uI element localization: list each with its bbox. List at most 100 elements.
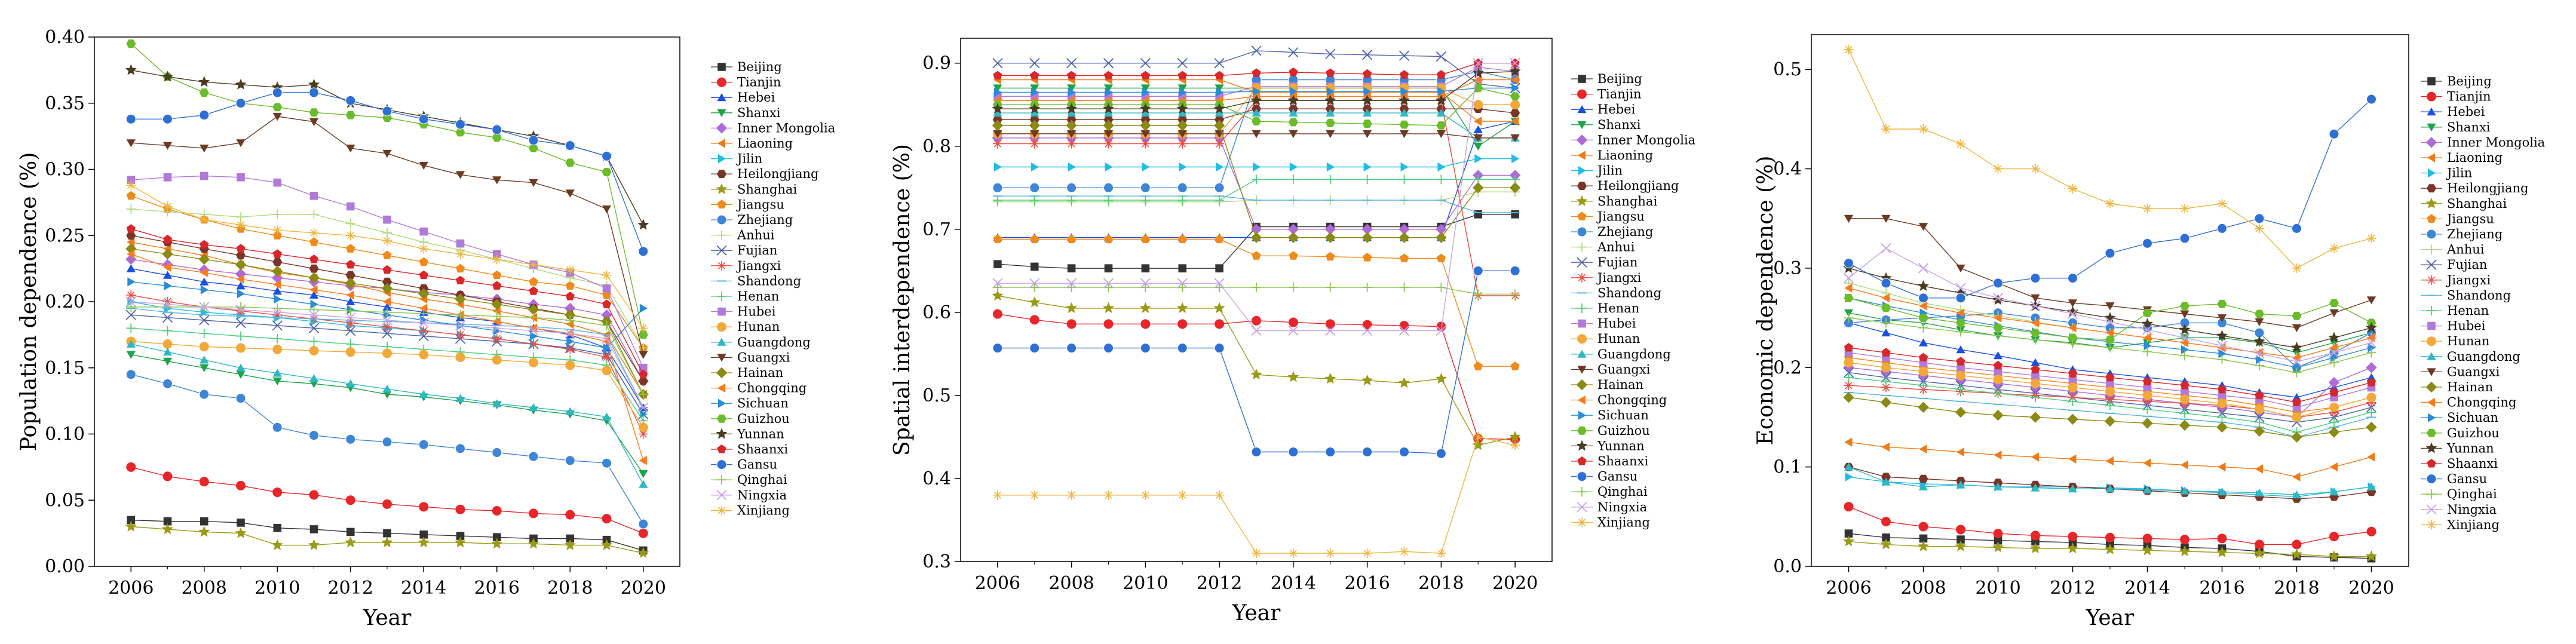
data-point <box>1993 351 2003 360</box>
data-point <box>2293 363 2301 372</box>
legend-marker <box>1577 456 1587 465</box>
data-point <box>455 310 465 320</box>
data-point <box>1956 480 1965 489</box>
data-point <box>1104 264 1113 272</box>
data-point <box>2218 349 2227 358</box>
data-point <box>1325 325 1336 336</box>
legend-label: Qinghai <box>2447 487 2497 501</box>
legend-label: Jilin <box>736 152 762 166</box>
data-point <box>456 532 465 540</box>
data-point <box>1029 315 1039 325</box>
data-point <box>1179 162 1187 172</box>
data-point <box>272 103 283 112</box>
data-point <box>272 422 283 433</box>
legend-label: Yunnan <box>737 427 784 441</box>
data-point <box>1140 283 1151 293</box>
data-point <box>1213 119 1225 131</box>
data-point <box>309 345 319 355</box>
data-point <box>419 257 428 266</box>
data-point <box>1252 315 1261 326</box>
data-point <box>1844 313 1854 323</box>
legend-marker <box>2427 123 2436 131</box>
x-tick-label: 2016 <box>474 578 520 599</box>
y-tick-label: 0.7 <box>922 219 951 240</box>
legend-marker <box>1577 226 1587 237</box>
data-point <box>1918 522 1928 532</box>
data-point <box>237 289 246 299</box>
data-point <box>199 302 210 312</box>
legend-label: Fujian <box>737 243 777 257</box>
data-point <box>1437 87 1446 96</box>
legend-label: Zhejiang <box>1597 225 1653 239</box>
data-point <box>1399 70 1409 79</box>
legend-marker <box>2427 428 2436 437</box>
data-point <box>1068 87 1076 97</box>
data-point <box>1473 58 1483 69</box>
legend-marker <box>1577 89 1587 99</box>
legend-label: Liaoning <box>737 136 793 151</box>
data-point <box>565 455 575 466</box>
legend-marker <box>717 139 725 148</box>
x-tick-label: 2018 <box>547 578 593 599</box>
legend-label: Inner Mongolia <box>1597 133 1695 147</box>
data-point <box>1361 325 1373 336</box>
data-point <box>1289 68 1298 76</box>
legend-marker <box>2427 321 2436 330</box>
data-point <box>2105 317 2115 327</box>
data-point <box>418 288 430 299</box>
data-point <box>127 277 136 287</box>
data-point <box>382 302 392 311</box>
data-point <box>1918 293 1928 303</box>
legend-marker <box>2427 184 2436 193</box>
data-point <box>1510 116 1519 126</box>
data-point <box>565 315 575 326</box>
data-point <box>530 332 538 341</box>
data-point <box>345 231 355 241</box>
data-point <box>1029 58 1040 69</box>
data-point <box>125 114 136 124</box>
data-point <box>1435 373 1447 384</box>
legend-marker <box>1578 75 1586 83</box>
data-point <box>565 407 575 415</box>
data-point <box>1993 529 2003 539</box>
data-point <box>1363 108 1372 117</box>
data-point <box>272 377 282 386</box>
legend-marker <box>1577 334 1587 344</box>
legend-label: Zhejiang <box>737 213 793 227</box>
data-point <box>1399 446 1409 457</box>
data-point <box>1142 87 1150 97</box>
data-point <box>602 352 612 363</box>
legend-label: Tianjin <box>2447 90 2491 104</box>
data-point <box>565 140 575 151</box>
data-point <box>127 237 135 247</box>
data-point <box>273 178 282 187</box>
data-point <box>200 364 209 372</box>
data-point <box>1844 437 1853 447</box>
data-point <box>2217 354 2227 364</box>
data-point <box>1436 130 1446 139</box>
data-point <box>1252 130 1261 139</box>
data-point <box>1177 119 1188 131</box>
legend-label: Qinghai <box>1597 484 1648 499</box>
data-point <box>1956 264 1965 273</box>
data-point <box>492 355 502 365</box>
data-point <box>601 333 612 344</box>
data-point <box>236 331 246 341</box>
data-point <box>529 403 538 412</box>
data-point <box>1956 370 1965 381</box>
data-point <box>127 176 136 185</box>
data-point <box>1919 534 1928 543</box>
legend-label: Hebei <box>2447 105 2485 119</box>
legend-marker <box>2427 336 2436 346</box>
data-point <box>2329 299 2339 308</box>
legend-marker <box>1577 257 1587 268</box>
data-point <box>309 254 319 263</box>
data-point <box>309 228 319 238</box>
legend-marker <box>2426 229 2437 240</box>
y-tick-label: 0.0 <box>1773 556 1802 577</box>
data-point <box>2180 535 2189 545</box>
series-group <box>125 39 649 558</box>
data-point <box>200 171 208 180</box>
